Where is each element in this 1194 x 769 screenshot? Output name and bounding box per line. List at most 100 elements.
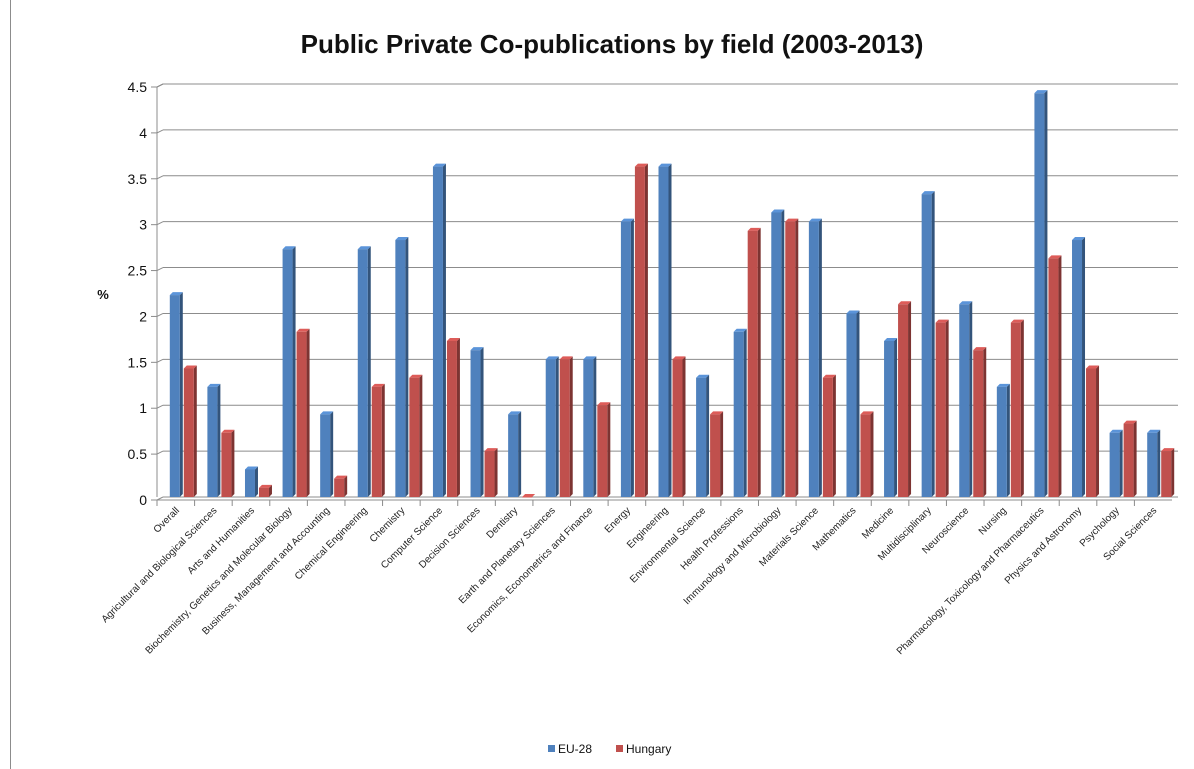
bar-front	[371, 386, 382, 497]
gridline-depth	[156, 312, 164, 317]
bar-front	[559, 359, 570, 497]
bar-top	[357, 246, 371, 250]
bar-top	[545, 356, 559, 360]
bar-top	[672, 356, 686, 360]
bar-top	[169, 292, 183, 296]
bar-top	[747, 227, 761, 231]
bar-top	[559, 356, 573, 360]
bar-top	[921, 191, 935, 195]
bar-top	[395, 237, 409, 241]
bar-front	[884, 340, 895, 497]
bar-front	[296, 331, 307, 497]
y-tick-label: 0	[139, 492, 147, 508]
bar-side	[706, 374, 710, 497]
bar-eu-28	[169, 292, 183, 497]
bar-side	[607, 402, 611, 497]
bar-side	[630, 218, 634, 497]
bars	[169, 90, 1175, 498]
bar-top	[296, 328, 310, 332]
bar-eu-28	[808, 218, 822, 497]
bar-top	[634, 163, 648, 167]
bar-front	[747, 230, 758, 497]
bar-front	[710, 414, 721, 497]
bar-top	[1072, 237, 1086, 241]
bar-hungary	[898, 301, 912, 497]
bar-side	[231, 429, 235, 497]
bar-hungary	[1161, 448, 1175, 497]
bar-top	[1034, 90, 1048, 94]
y-tick-label: 4	[139, 125, 147, 141]
bar-hungary	[822, 374, 836, 497]
y-tick-label: 0.5	[128, 446, 148, 462]
bar-side	[644, 163, 648, 497]
y-tick-label: 3.5	[128, 171, 148, 187]
bar-eu-28	[696, 374, 710, 497]
bar-top	[771, 209, 785, 213]
y-tick-label: 1	[139, 400, 147, 416]
y-axis-label: %	[97, 287, 109, 302]
bar-hungary	[183, 365, 197, 497]
bar-hungary	[559, 356, 573, 497]
bar-top	[696, 374, 710, 378]
bar-side	[818, 218, 822, 497]
bar-eu-28	[1072, 237, 1086, 497]
bar-side	[330, 411, 334, 497]
bar-top	[334, 475, 348, 479]
bar-top	[221, 429, 235, 433]
bar-top	[846, 310, 860, 314]
bar-top	[522, 494, 536, 497]
bar-side	[381, 383, 385, 497]
bar-side	[593, 356, 597, 497]
x-tick-label: Environmental Science	[628, 505, 708, 585]
bar-front	[320, 414, 331, 497]
bar-side	[1171, 448, 1175, 497]
bar-front	[1010, 322, 1021, 497]
bar-hungary	[221, 429, 235, 497]
bar-side	[217, 383, 221, 497]
bar-side	[832, 374, 836, 497]
bar-top	[320, 411, 334, 415]
bar-eu-28	[733, 328, 747, 497]
bar-side	[1020, 319, 1024, 497]
gridline-depth	[156, 404, 164, 409]
bar-eu-28	[545, 356, 559, 497]
axes	[151, 83, 1172, 506]
bar-front	[470, 350, 481, 497]
bar-front	[221, 432, 232, 497]
bar-hungary	[747, 227, 761, 497]
bar-hungary	[1048, 255, 1062, 497]
bar-top	[808, 218, 822, 222]
bar-top	[658, 163, 672, 167]
bar-top	[1161, 448, 1175, 452]
bar-top	[244, 466, 258, 470]
bar-eu-28	[620, 218, 634, 497]
bar-eu-28	[771, 209, 785, 497]
bar-hungary	[973, 347, 987, 497]
bar-hungary	[710, 411, 724, 497]
bar-front	[395, 240, 406, 497]
bar-side	[894, 337, 898, 497]
bar-eu-28	[395, 237, 409, 497]
bar-front	[1034, 93, 1045, 497]
x-tick-label: Overall	[152, 505, 182, 535]
x-tick-label: Physics and Astronomy	[1003, 505, 1084, 586]
bar-eu-28	[846, 310, 860, 497]
bar-front	[432, 166, 443, 497]
bar-side	[743, 328, 747, 497]
bar-side	[480, 347, 484, 497]
bar-front	[846, 313, 857, 497]
bar-top	[1048, 255, 1062, 259]
bar-eu-28	[357, 246, 371, 497]
bar-front	[959, 304, 970, 497]
bar-hungary	[785, 218, 799, 497]
bar-side	[179, 292, 183, 497]
bar-front	[446, 340, 457, 497]
bar-side	[856, 310, 860, 497]
bar-front	[785, 221, 796, 497]
bar-top	[710, 411, 724, 415]
bar-front	[484, 451, 495, 497]
bar-hungary	[634, 163, 648, 497]
legend-label: EU-28	[558, 742, 592, 756]
bar-top	[733, 328, 747, 332]
bar-side	[367, 246, 371, 497]
